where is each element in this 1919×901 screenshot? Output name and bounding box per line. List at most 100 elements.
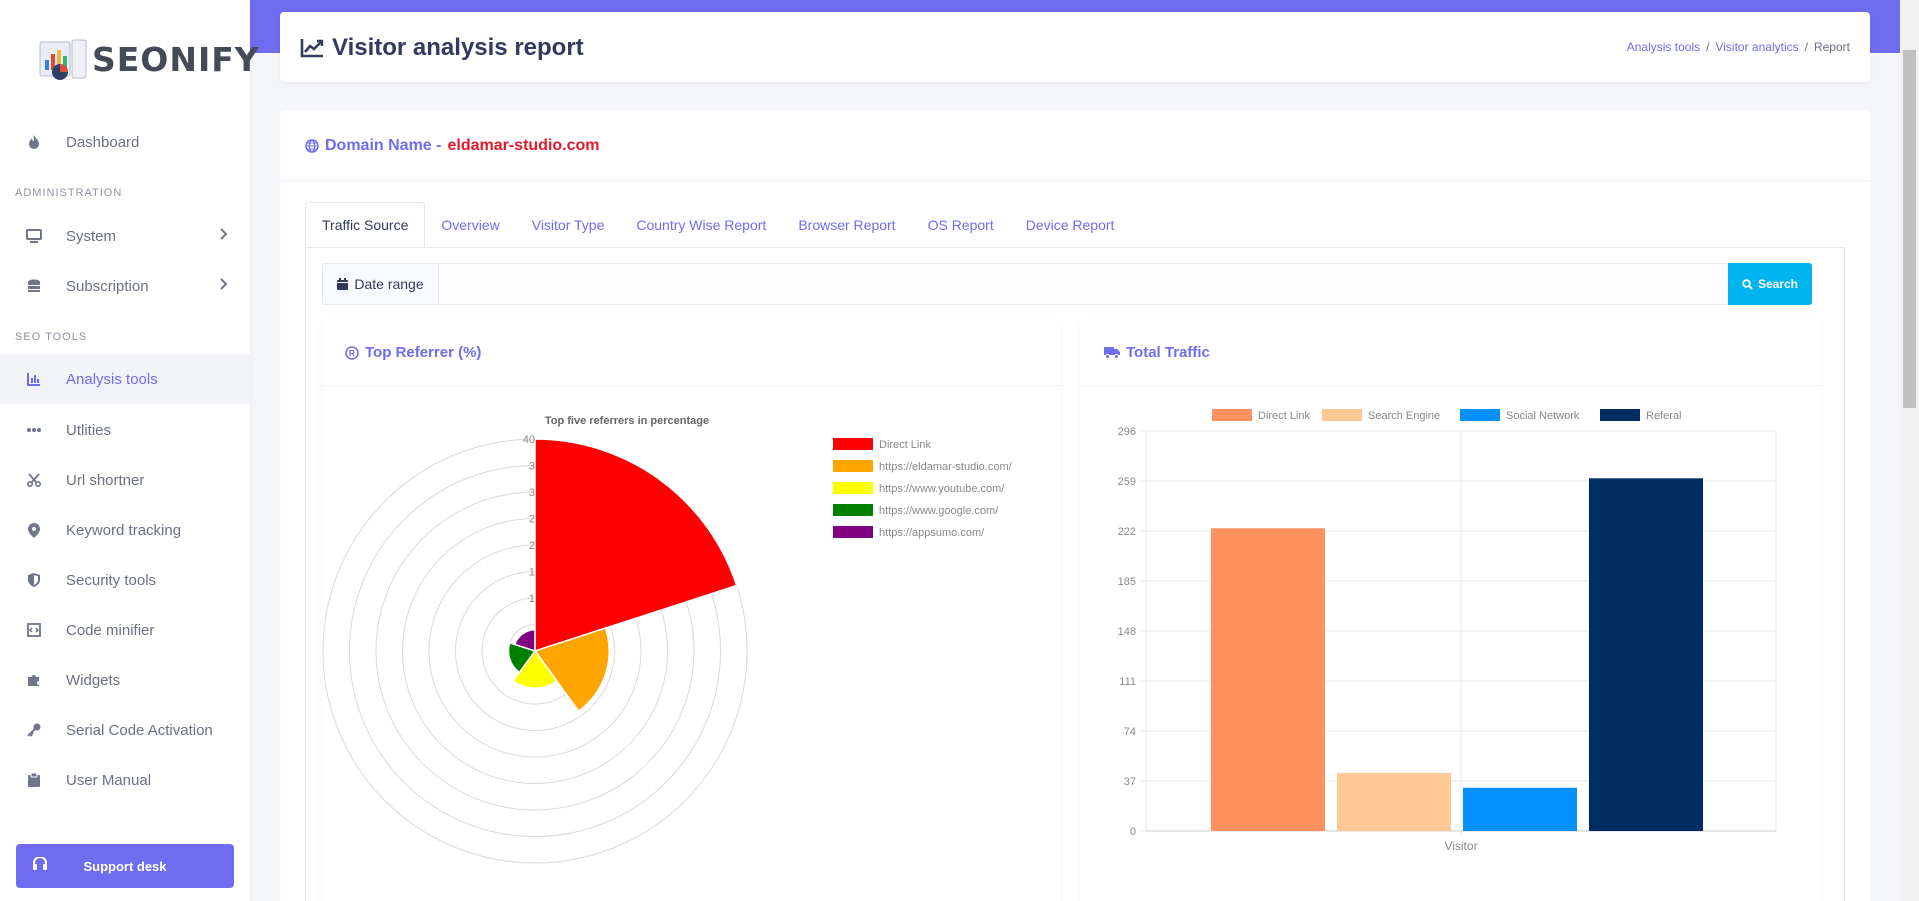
registered-icon: R bbox=[345, 345, 359, 360]
page-title: Visitor analysis report bbox=[300, 34, 584, 62]
date-range-label: Date range bbox=[323, 264, 439, 304]
polar-segment bbox=[533, 627, 610, 713]
total-traffic-panel: Total Traffic 0 37 74 111 148 185 222 259 296 Vis… bbox=[1080, 320, 1822, 901]
domain-row: Domain Name - eldamar-studio.com bbox=[305, 137, 600, 155]
tab-overview[interactable]: Overview bbox=[441, 217, 500, 233]
top-referrer-panel: R Top Referrer (%) Top five referrers in… bbox=[321, 320, 1061, 901]
breadcrumb-current: Report bbox=[1813, 40, 1850, 54]
sidebar-item-label: Code minifier bbox=[66, 621, 155, 639]
tab-country-wise-report[interactable]: Country Wise Report bbox=[636, 217, 767, 233]
y-tick-label: 148 bbox=[1118, 626, 1136, 638]
breadcrumb-separator: / bbox=[1804, 40, 1808, 54]
search-icon bbox=[1742, 278, 1753, 290]
support-desk-button[interactable]: Support desk bbox=[16, 844, 234, 888]
search-button[interactable]: Search bbox=[1728, 263, 1812, 305]
svg-text:R: R bbox=[349, 348, 355, 358]
sidebar-item-label: Utlities bbox=[66, 421, 112, 439]
scissors-icon bbox=[26, 472, 42, 488]
scrollbar-thumb[interactable] bbox=[1903, 50, 1916, 408]
chart-line-icon bbox=[300, 39, 324, 58]
panel-title: R Top Referrer (%) bbox=[345, 344, 481, 361]
panel-header: Total Traffic bbox=[1080, 320, 1822, 386]
tick-label: 3 bbox=[529, 487, 535, 499]
sidebar-item-dashboard[interactable]: Dashboard bbox=[0, 120, 250, 164]
truck-icon bbox=[1104, 347, 1120, 359]
chevron-right-icon bbox=[220, 227, 228, 245]
brand[interactable]: SEONIFY bbox=[38, 36, 260, 82]
main-card: Domain Name - eldamar-studio.com Traffic… bbox=[280, 110, 1870, 901]
tab-traffic-source[interactable]: Traffic Source bbox=[305, 202, 426, 248]
page-scrollbar[interactable] bbox=[1900, 0, 1919, 901]
shield-icon bbox=[26, 572, 42, 588]
tab-device-report[interactable]: Device Report bbox=[1025, 217, 1115, 233]
panel-title-text: Top Referrer (%) bbox=[365, 344, 482, 361]
legend-swatch bbox=[833, 504, 873, 516]
tick-label: 1 bbox=[529, 593, 535, 605]
coins-icon bbox=[26, 278, 42, 294]
legend-swatch bbox=[1460, 409, 1500, 421]
bar bbox=[1211, 528, 1325, 831]
puzzle-icon bbox=[26, 672, 42, 688]
legend-swatch bbox=[833, 438, 873, 450]
y-tick-label: 222 bbox=[1118, 526, 1136, 538]
legend-swatch bbox=[1212, 409, 1252, 421]
fire-icon bbox=[26, 134, 42, 150]
sidebar-item-keyword-tracking[interactable]: Keyword tracking bbox=[0, 508, 250, 552]
monitor-icon bbox=[26, 228, 42, 244]
sidebar-item-label: User Manual bbox=[66, 771, 152, 789]
sidebar-item-label: Security tools bbox=[66, 571, 157, 589]
sidebar-item-label: Widgets bbox=[66, 671, 121, 689]
legend-label: https://www.google.com/ bbox=[879, 505, 999, 517]
tick-label: 40 bbox=[523, 434, 535, 446]
y-tick-label: 74 bbox=[1124, 726, 1136, 738]
sidebar-item-label: Serial Code Activation bbox=[66, 721, 213, 739]
domain-value: eldamar-studio.com bbox=[447, 137, 600, 154]
sidebar: SEONIFY Dashboard ADMINISTRATION System … bbox=[0, 0, 259, 901]
panel-title: Total Traffic bbox=[1104, 344, 1210, 361]
bar bbox=[1589, 478, 1703, 831]
brand-name: SEONIFY bbox=[92, 39, 260, 79]
sidebar-item-label: System bbox=[66, 227, 117, 245]
sidebar-item-utlities[interactable]: Utlities bbox=[0, 408, 250, 452]
search-button-label: Search bbox=[1757, 277, 1799, 291]
legend-label: https://www.youtube.com/ bbox=[879, 483, 1005, 495]
calendar-icon bbox=[337, 278, 349, 290]
legend-label: Referal bbox=[1646, 410, 1681, 422]
sidebar-item-serial-code-activation[interactable]: Serial Code Activation bbox=[0, 708, 250, 752]
tab-visitor-type[interactable]: Visitor Type bbox=[531, 217, 605, 233]
x-tick-label: Visitor bbox=[1444, 839, 1477, 853]
sidebar-item-code-minifier[interactable]: Code minifier bbox=[0, 608, 250, 652]
polar-segment bbox=[507, 641, 537, 674]
brand-logo-icon bbox=[38, 36, 88, 82]
sidebar-item-widgets[interactable]: Widgets bbox=[0, 658, 250, 702]
support-desk-label: Support desk bbox=[83, 858, 167, 874]
sidebar-item-url-shortner[interactable]: Url shortner bbox=[0, 458, 250, 502]
dots-icon bbox=[26, 422, 42, 438]
legend-swatch bbox=[833, 460, 873, 472]
tab-browser-report[interactable]: Browser Report bbox=[798, 217, 896, 233]
breadcrumb: Analysis tools / Visitor analytics / Rep… bbox=[1627, 40, 1850, 54]
breadcrumb-separator: / bbox=[1706, 40, 1710, 54]
clipboard-icon bbox=[26, 772, 42, 788]
date-range-input[interactable] bbox=[439, 264, 1745, 304]
polar-segment bbox=[513, 629, 536, 653]
legend-label: Direct Link bbox=[879, 439, 931, 451]
chart-title: Top five referrers in percentage bbox=[545, 415, 709, 427]
sidebar-item-user-manual[interactable]: User Manual bbox=[0, 758, 250, 802]
breadcrumb-link-analysis-tools[interactable]: Analysis tools bbox=[1626, 40, 1701, 54]
breadcrumb-link-visitor-analytics[interactable]: Visitor analytics bbox=[1715, 40, 1799, 54]
sidebar-item-security-tools[interactable]: Security tools bbox=[0, 558, 250, 602]
report-tabs: Traffic Source Overview Visitor Type Cou… bbox=[305, 202, 1130, 248]
chevron-right-icon bbox=[220, 277, 228, 295]
legend-label: Social Network bbox=[1506, 410, 1580, 422]
sidebar-item-subscription[interactable]: Subscription bbox=[0, 264, 250, 308]
section-seo-tools: SEO TOOLS bbox=[15, 331, 88, 343]
tick-label: 1 bbox=[529, 567, 535, 579]
sidebar-item-analysis-tools[interactable]: Analysis tools bbox=[0, 354, 250, 404]
bar bbox=[1463, 787, 1577, 831]
divider bbox=[280, 180, 1870, 181]
bar bbox=[1337, 772, 1451, 831]
sidebar-item-system[interactable]: System bbox=[0, 214, 250, 258]
tick-label: 2 bbox=[529, 514, 535, 526]
tab-os-report[interactable]: OS Report bbox=[927, 217, 994, 233]
